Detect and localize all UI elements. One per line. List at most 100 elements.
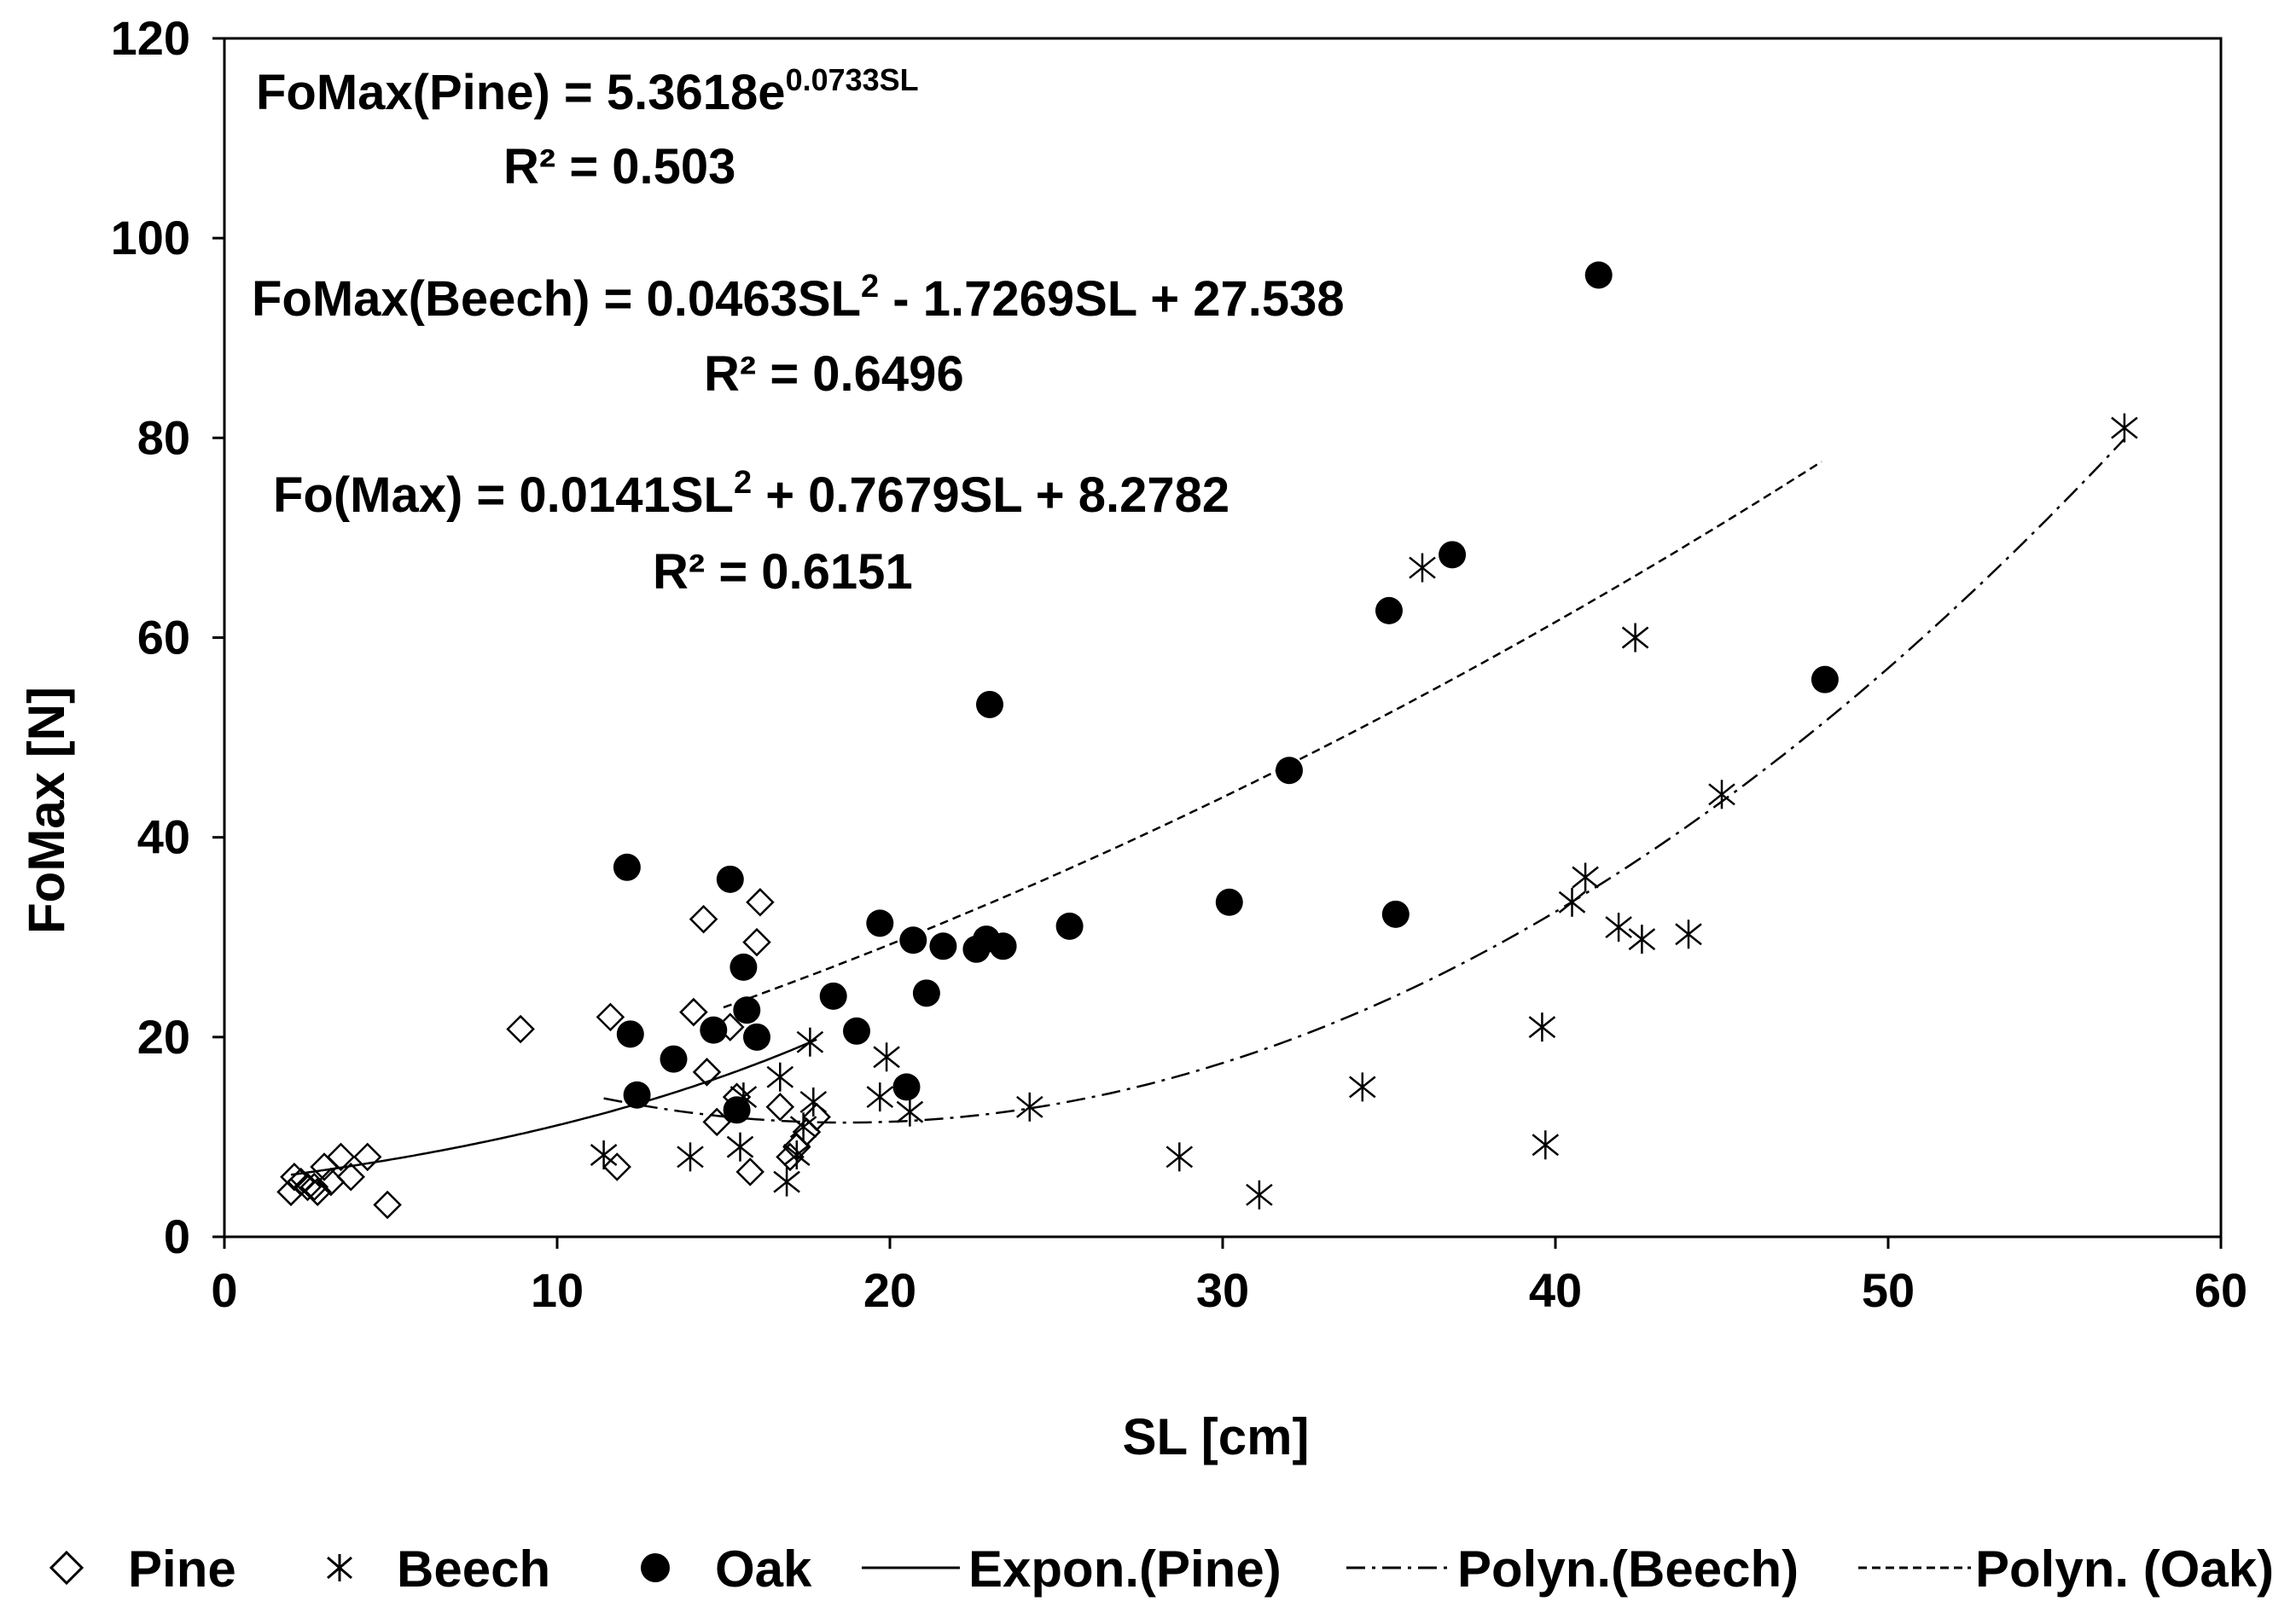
beech-point	[1558, 887, 1586, 917]
pine-point	[765, 1093, 795, 1122]
y-tick-label: 120	[111, 11, 190, 65]
legend-circle-icon	[641, 1553, 670, 1582]
oak-point	[819, 982, 847, 1010]
pine-point	[299, 1172, 329, 1202]
pine-point	[689, 904, 718, 934]
beech-point	[773, 1167, 800, 1197]
beech-point	[2111, 413, 2138, 443]
oak-point	[700, 1016, 728, 1044]
pine-equation: FoMax(Pine) = 5.3618e0.0733SL	[256, 62, 919, 120]
oak-point	[1439, 541, 1467, 569]
oak-point	[1375, 596, 1403, 624]
beech-point	[799, 1087, 828, 1117]
pine-point	[326, 1142, 356, 1172]
beech-point	[1246, 1180, 1273, 1210]
beech-point	[1675, 920, 1702, 949]
legend-label-expon-pine: Expon.(Pine)	[968, 1540, 1282, 1598]
oak-point	[729, 953, 758, 981]
beech-point	[590, 1140, 618, 1169]
x-tick-label: 30	[1196, 1263, 1249, 1317]
axis-ticks: 0 10 20 30 40 50 60 0 20 40 60 80 100 120	[111, 11, 2248, 1317]
pine-point	[303, 1177, 332, 1207]
oak-point	[716, 865, 744, 893]
y-tick-label: 40	[137, 810, 190, 864]
beech-point	[1572, 862, 1599, 892]
trendline-expon--pine-	[290, 1038, 817, 1176]
beech-point	[1708, 780, 1735, 809]
oak-point	[723, 1096, 751, 1124]
oak-point	[613, 853, 641, 881]
y-tick-label: 100	[111, 211, 190, 264]
pine-point	[280, 1162, 309, 1192]
pine-point	[735, 1157, 764, 1186]
pine-point	[692, 1058, 722, 1087]
x-tick-label: 20	[863, 1263, 916, 1317]
beech-point	[896, 1097, 924, 1127]
oak-point	[1811, 665, 1839, 693]
oak-point	[929, 932, 957, 960]
legend-asterisk-icon	[327, 1554, 352, 1581]
oak-point	[843, 1017, 870, 1045]
beech-point	[1165, 1142, 1194, 1172]
y-tick-label: 60	[137, 611, 190, 664]
pine-point	[802, 1102, 831, 1132]
oak-point	[743, 1023, 770, 1051]
oak-point	[1055, 912, 1084, 940]
oak-point	[623, 1081, 651, 1109]
pine-point	[336, 1162, 365, 1192]
pine-point	[506, 1014, 535, 1044]
y-tick-label: 20	[137, 1010, 190, 1064]
beech-point	[1016, 1092, 1043, 1122]
pine-point	[293, 1172, 323, 1202]
beech-point	[1621, 623, 1649, 653]
oak-point	[866, 909, 894, 937]
legend-item-beech: Beech	[327, 1540, 550, 1598]
pine-point	[746, 888, 775, 917]
beech-point	[783, 1140, 811, 1169]
beech-point	[1605, 913, 1632, 943]
legend-item-polyn-beech: Polyn.(Beech)	[1346, 1540, 1799, 1598]
oak-point	[899, 926, 927, 954]
y-tick-label: 80	[137, 410, 190, 464]
beech-point	[866, 1082, 894, 1112]
beech-point	[1532, 1130, 1560, 1160]
beech-point	[873, 1042, 900, 1072]
beech-point	[677, 1142, 704, 1172]
beech-point	[1628, 925, 1656, 954]
oak-point	[892, 1073, 921, 1101]
oak-point	[1276, 757, 1303, 785]
oak-point	[1381, 900, 1410, 928]
beech-r2: R² = 0.6496	[704, 346, 964, 402]
oak-point	[1584, 261, 1613, 289]
x-tick-label: 40	[1529, 1263, 1582, 1317]
x-tick-label: 10	[531, 1263, 584, 1317]
legend-label-oak: Oak	[715, 1540, 812, 1598]
legend-item-pine: Pine	[49, 1540, 236, 1598]
beech-point	[1349, 1072, 1376, 1102]
oak-point	[1215, 888, 1243, 916]
pine-point	[352, 1142, 382, 1172]
oak-point	[733, 996, 761, 1024]
oak-point	[976, 690, 1003, 718]
pine-point	[742, 927, 771, 957]
oak-point	[989, 932, 1017, 960]
x-tick-label: 0	[211, 1263, 237, 1317]
pine-point	[602, 1152, 631, 1181]
beech-point	[1409, 553, 1436, 583]
legend-label-beech: Beech	[397, 1540, 550, 1598]
trendlines	[290, 438, 2125, 1176]
legend-item-oak: Oak	[641, 1540, 812, 1598]
trendline-polyn--beech-	[603, 438, 2125, 1124]
x-axis-title: SL [cm]	[1123, 1408, 1310, 1465]
beech-equation: FoMax(Beech) = 0.0463SL2 - 1.7269SL + 27…	[252, 269, 1345, 327]
legend-label-pine: Pine	[128, 1540, 236, 1598]
legend: Pine Beech Oak Expon.(Pine) Polyn.(Beech…	[49, 1540, 2274, 1598]
beech-point	[789, 1112, 817, 1142]
beech-point	[1528, 1012, 1556, 1042]
pine-point	[679, 997, 708, 1027]
data-points	[276, 261, 2138, 1220]
pine-point	[702, 1107, 731, 1137]
oak-point	[616, 1020, 644, 1048]
y-tick-label: 0	[164, 1210, 190, 1263]
